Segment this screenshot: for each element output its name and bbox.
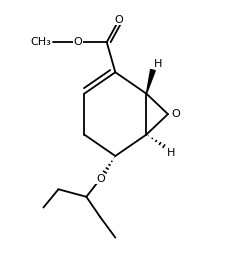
Text: O: O: [114, 15, 123, 25]
Text: O: O: [96, 173, 105, 184]
Text: H: H: [167, 149, 175, 158]
Polygon shape: [146, 70, 155, 94]
Text: O: O: [74, 37, 82, 47]
Text: H: H: [154, 59, 162, 69]
Text: O: O: [172, 109, 180, 119]
Text: CH₃: CH₃: [30, 37, 51, 47]
